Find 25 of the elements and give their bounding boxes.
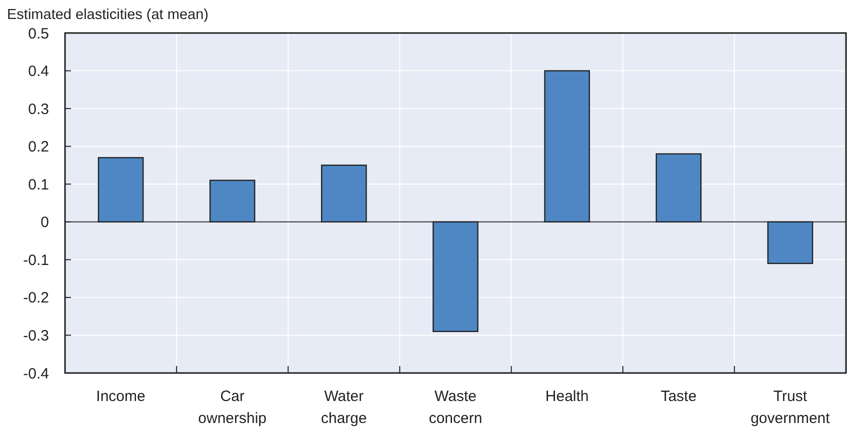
x-tick-label: Trust government [750,388,831,427]
bar [209,180,256,222]
bar [767,221,814,264]
bar [544,70,590,222]
y-tick-label: -0.1 [23,252,49,269]
y-tick-label: 0.4 [28,63,49,80]
x-tick-label: Health [545,388,589,405]
y-tick-label: -0.2 [23,290,49,307]
x-tick-label: Waste concern [428,388,482,427]
y-tick-label: 0.2 [28,138,49,156]
x-tick-label: Taste [660,388,697,405]
y-axis-title: Estimated elasticities (at mean) [7,7,208,23]
x-tick-label: Car ownership [198,388,267,427]
x-tick-label: Water charge [320,388,367,427]
y-tick-label: -0.3 [23,327,49,344]
bar [321,164,367,222]
y-tick-label: -0.4 [23,365,49,382]
bar [432,221,478,332]
y-tick-label: 0.3 [28,100,49,118]
y-tick-label: 0.5 [28,25,49,42]
bar [656,153,702,222]
x-tick-label: Income [96,388,146,405]
y-tick-label: 0.1 [28,176,49,194]
bar [98,157,144,222]
y-tick-label: 0 [40,214,49,232]
